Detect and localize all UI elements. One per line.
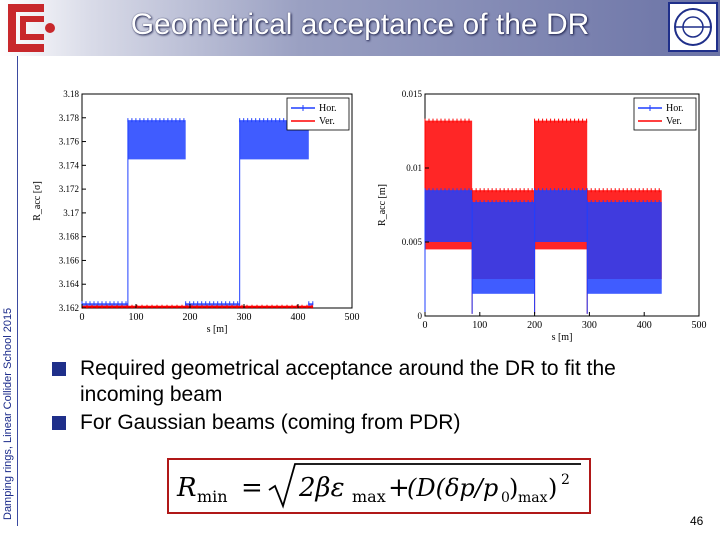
series-hor (424, 188, 662, 314)
x-axis-label: s [m] (207, 324, 228, 335)
y-axis-label: R_acc [σ] (32, 181, 43, 221)
bullet-item: For Gaussian beams (coming from PDR) (50, 410, 690, 436)
legend-label: Hor. (319, 103, 337, 114)
y-axis-label: R_acc [m] (377, 184, 388, 226)
sidebar-footer-text: Damping rings, Linear Collider School 20… (2, 307, 14, 520)
x-tick-label: 100 (472, 320, 487, 331)
slide-header: Geometrical acceptance of the DR (0, 0, 720, 56)
legend-box (633, 97, 697, 131)
sidebar-divider (17, 56, 18, 526)
x-tick-label: 200 (527, 320, 542, 331)
series-band (472, 202, 535, 294)
bullet-list: Required geometrical acceptance around t… (50, 356, 690, 438)
slide-title: Geometrical acceptance of the DR (130, 8, 590, 41)
bullet-item: Required geometrical acceptance around t… (50, 356, 690, 408)
series-band (82, 303, 128, 306)
y-tick-label: 3.172 (59, 184, 79, 194)
x-tick-label: 300 (237, 312, 252, 323)
formula-radicand-sub: max (352, 487, 386, 506)
bullet-square-icon (52, 416, 66, 430)
formula-paren-close-sub: max (518, 490, 548, 506)
y-tick-label: 3.178 (59, 113, 80, 123)
legend-label: Ver. (666, 116, 682, 127)
series-band (425, 190, 473, 242)
x-tick-label: 400 (637, 320, 652, 331)
page-number: 46 (690, 514, 704, 528)
x-tick-label: 500 (345, 312, 360, 323)
y-tick-label: 0.015 (402, 89, 423, 99)
series-band (308, 303, 314, 306)
formula-lhs: R (176, 473, 197, 503)
y-tick-label: 3.164 (59, 279, 80, 289)
bullet-text: Required geometrical acceptance around t… (80, 357, 616, 406)
formula-lhs-sub: min (197, 487, 228, 506)
y-tick-label: 3.17 (63, 208, 79, 218)
legend-box (286, 97, 350, 131)
legend-label: Hor. (666, 103, 684, 114)
cern-logo-icon (668, 2, 718, 52)
y-tick-label: 0.01 (406, 163, 422, 173)
acceptance-formula: R min = 2βε max + (D(δp/p 0 ) max ) 2 (167, 458, 591, 514)
bullet-square-icon (52, 362, 66, 376)
legend: Hor. Ver. (633, 97, 697, 131)
legend-label: Ver. (319, 116, 335, 127)
formula-equals: = (241, 473, 263, 503)
x-tick-label: 0 (423, 320, 428, 331)
x-tick-label: 500 (692, 320, 707, 331)
y-tick-label: 0 (418, 311, 423, 321)
y-tick-label: 0.005 (402, 237, 423, 247)
formula-paren-term: (D(δp/p (407, 474, 498, 502)
x-tick-label: 200 (183, 312, 198, 323)
y-tick-label: 3.166 (59, 255, 80, 265)
x-tick-label: 300 (582, 320, 597, 331)
x-axis-label: s [m] (552, 332, 573, 343)
formula-power: 2 (561, 472, 570, 488)
acceptance-sigma-chart: 0 100 200 300 400 500 3.162 3.164 3.166 3.168 3.17… (32, 89, 360, 335)
formula-paren-sub: 0 (501, 490, 510, 506)
series-band (127, 120, 186, 160)
x-tick-label: 0 (80, 312, 85, 323)
series-band (587, 202, 662, 294)
sqrt-icon (268, 463, 581, 509)
y-tick-label: 3.176 (59, 137, 80, 147)
y-tick-label: 3.174 (59, 160, 80, 170)
legend: Hor. Ver. (286, 97, 350, 131)
formula-paren-close: ) (509, 474, 518, 502)
series-band (534, 190, 588, 242)
acceptance-meters-chart: 0 100 200 300 400 500 0 0.005 0.01 0.015 s [m] R_ac… (377, 89, 707, 343)
series-ver (81, 304, 314, 309)
y-tick-label: 3.168 (59, 232, 80, 242)
series-band (185, 303, 240, 306)
formula-paren-end: ) (548, 474, 557, 502)
y-tick-label: 3.18 (63, 89, 79, 99)
formula-plus: + (388, 473, 410, 503)
y-tick-label: 3.162 (59, 303, 79, 313)
formula-radicand: 2βε (298, 473, 345, 503)
institute-logo-icon (8, 4, 55, 52)
x-tick-label: 100 (129, 312, 144, 323)
x-tick-label: 400 (291, 312, 306, 323)
bullet-text: For Gaussian beams (coming from PDR) (80, 411, 461, 434)
